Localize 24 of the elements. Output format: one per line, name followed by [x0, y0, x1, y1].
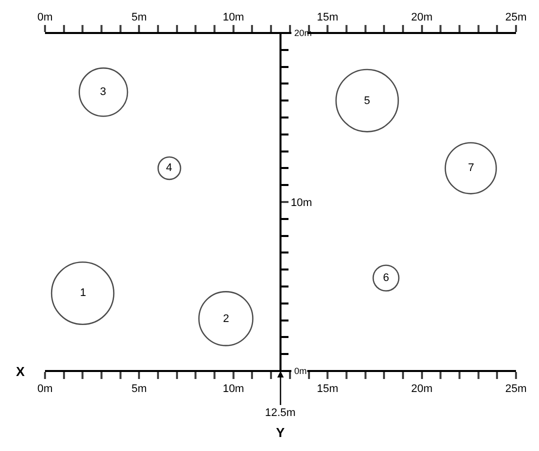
- annotation: 6: [383, 272, 390, 284]
- annotation: 3: [100, 86, 106, 98]
- ref-line-label: 12.5m: [265, 407, 296, 419]
- y-tick-label: 0m: [294, 366, 307, 376]
- annotation: 4: [166, 162, 172, 174]
- x2-tick-label: 20m: [411, 383, 433, 396]
- text: Y: [276, 425, 285, 440]
- x-tick-label: 0m: [37, 12, 53, 24]
- annotation: 5: [364, 95, 370, 107]
- x2-tick-label: 25m: [505, 383, 527, 396]
- x2-tick-label: 5m: [132, 383, 147, 396]
- x-tick-label: 10m: [222, 12, 244, 24]
- annotation: 7: [468, 162, 474, 174]
- x-tick-label: 20m: [411, 12, 433, 24]
- y-tick-label: 10m: [290, 196, 312, 209]
- annotation: 2: [223, 313, 230, 325]
- x-tick-label: 15m: [316, 12, 338, 24]
- x2-tick-label: 0m: [37, 383, 53, 396]
- annotation: 1: [80, 287, 86, 299]
- x-axis-title: X: [16, 364, 25, 379]
- x-tick-label: 5m: [132, 12, 147, 24]
- x-tick-label: 25m: [505, 12, 527, 24]
- x2-tick-label: 15m: [316, 383, 338, 396]
- x2-tick-label: 10m: [222, 383, 244, 396]
